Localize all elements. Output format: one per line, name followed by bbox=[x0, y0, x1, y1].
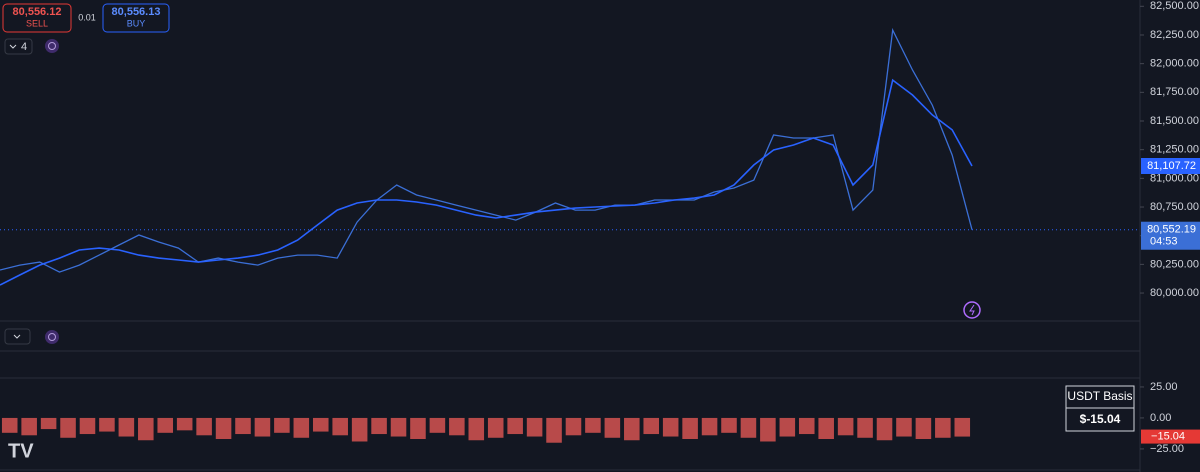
y-tick-label: 81,250.00 bbox=[1150, 144, 1199, 156]
basis-bar bbox=[254, 417, 271, 437]
basis-bar bbox=[449, 417, 465, 436]
basis-bar bbox=[312, 417, 329, 432]
sell-label[interactable]: SELL bbox=[26, 18, 48, 28]
basis-bar bbox=[99, 417, 115, 432]
spread: 0.01 bbox=[78, 12, 96, 22]
series-layer bbox=[0, 27, 1140, 443]
basis-bar bbox=[79, 417, 96, 435]
basis-bar bbox=[760, 417, 776, 442]
basis-bar bbox=[624, 417, 640, 441]
sell-button[interactable] bbox=[2, 3, 72, 33]
chevron-icon bbox=[9, 44, 17, 49]
basis-bar bbox=[429, 417, 446, 433]
basis-bar bbox=[779, 417, 796, 437]
basis-bar bbox=[585, 417, 601, 433]
basis-bar bbox=[410, 417, 426, 440]
basis-bar bbox=[196, 417, 212, 436]
y-tick-label: −25.00 bbox=[1150, 443, 1184, 455]
basis-bar bbox=[468, 417, 485, 441]
buy-label[interactable]: BUY bbox=[127, 18, 146, 28]
basis-bar bbox=[915, 417, 932, 440]
basis-bar bbox=[721, 417, 737, 433]
basis-bar bbox=[798, 417, 815, 435]
y-tick-label: 81,750.00 bbox=[1150, 86, 1199, 98]
alert-icon[interactable] bbox=[963, 301, 981, 319]
basis-bar bbox=[332, 417, 348, 436]
basis-bar bbox=[643, 417, 660, 435]
pane-toggle[interactable] bbox=[4, 328, 31, 345]
y-tick-label: 81,500.00 bbox=[1150, 115, 1199, 127]
sync-icon[interactable] bbox=[45, 330, 59, 344]
chevron-icon bbox=[13, 334, 21, 339]
y-tick-label: 80,750.00 bbox=[1150, 201, 1199, 213]
sync-icon[interactable] bbox=[45, 39, 59, 53]
basis-bar bbox=[701, 417, 718, 436]
basis-bar bbox=[40, 417, 57, 430]
moving-average bbox=[0, 78, 973, 286]
basis-bar bbox=[604, 417, 621, 438]
sync-icon-inner bbox=[48, 333, 56, 341]
basis-bar bbox=[487, 417, 504, 438]
buy-price[interactable]: 80,556.13 bbox=[112, 6, 161, 18]
basis-bar bbox=[351, 417, 368, 442]
basis-bar bbox=[138, 417, 154, 441]
basis-bar bbox=[565, 417, 582, 436]
y-tick-label: 80,000.00 bbox=[1150, 287, 1199, 299]
basis-bar bbox=[935, 417, 951, 438]
basis-bar bbox=[293, 417, 310, 438]
basis-bar bbox=[21, 417, 37, 436]
y-tick-label: 80,250.00 bbox=[1150, 258, 1199, 270]
basis-bar bbox=[896, 417, 912, 437]
sync-icon-inner bbox=[48, 42, 56, 50]
indicators-toggle[interactable] bbox=[4, 38, 33, 55]
basis-bar bbox=[526, 417, 543, 437]
ma-badge bbox=[1141, 157, 1200, 174]
basis-bar bbox=[876, 417, 893, 441]
basis-bar bbox=[274, 417, 290, 433]
basis-badge bbox=[1141, 429, 1200, 444]
basis-bar bbox=[740, 417, 757, 438]
y-tick-label: 81,000.00 bbox=[1150, 172, 1199, 184]
price-badge-label: 80,552.19 bbox=[1147, 224, 1196, 236]
legend-title: USDT Basis bbox=[1067, 389, 1132, 403]
logo: TV bbox=[8, 440, 34, 462]
basis-bar bbox=[837, 417, 854, 436]
price-badge bbox=[1141, 221, 1200, 250]
indicator-count[interactable]: 4 bbox=[21, 41, 27, 53]
basis-bar bbox=[857, 417, 873, 438]
y-tick-label: 82,000.00 bbox=[1150, 58, 1199, 70]
buy-button[interactable] bbox=[102, 3, 170, 33]
basis-bar bbox=[1, 417, 18, 433]
price-line bbox=[0, 27, 973, 273]
countdown: 04:53 bbox=[1150, 236, 1178, 248]
basis-badge-label: −15.04 bbox=[1151, 430, 1185, 442]
legend-value: $-15.04 bbox=[1080, 412, 1121, 426]
basis-bar bbox=[118, 417, 135, 437]
alert-bolt bbox=[969, 304, 975, 316]
y-tick-label: 0.00 bbox=[1150, 412, 1171, 424]
basis-bar bbox=[818, 417, 834, 440]
basis-bar bbox=[682, 417, 698, 440]
basis-bar bbox=[507, 417, 523, 435]
basis-bar bbox=[390, 417, 407, 437]
basis-bar bbox=[371, 417, 387, 435]
sell-price[interactable]: 80,556.12 bbox=[13, 6, 62, 18]
y-tick-label: 82,250.00 bbox=[1150, 29, 1199, 41]
basis-bar bbox=[215, 417, 232, 440]
y-tick-label: 25.00 bbox=[1150, 381, 1178, 393]
basis-bar bbox=[546, 417, 562, 443]
basis-bar bbox=[60, 417, 76, 438]
basis-bar bbox=[176, 417, 193, 431]
basis-bar bbox=[235, 417, 251, 435]
basis-bar bbox=[954, 417, 971, 437]
basis-bar bbox=[662, 417, 679, 437]
ma-badge-label: 81,107.72 bbox=[1147, 160, 1196, 172]
basis-bar bbox=[157, 417, 174, 433]
y-tick-label: 82,500.00 bbox=[1150, 0, 1199, 12]
